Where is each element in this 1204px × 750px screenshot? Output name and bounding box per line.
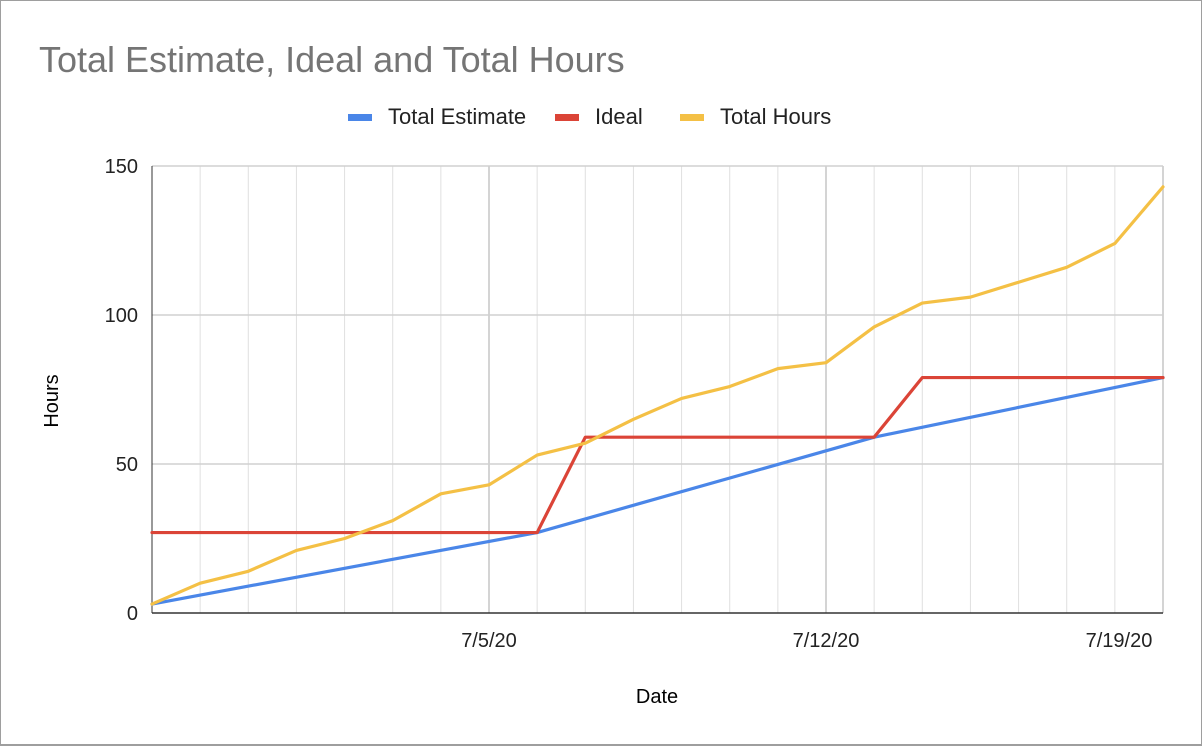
legend-label-total-estimate: Total Estimate [388,104,526,129]
legend-swatch-total-hours [680,114,704,121]
y-axis-title: Hours [41,374,63,427]
x-tick-label: 7/12/20 [793,630,860,652]
series-line-ideal [150,375,1165,535]
chart-title: Total Estimate, Ideal and Total Hours [39,39,625,80]
grid [151,165,1164,614]
x-axis-title: Date [636,686,678,708]
y-tick-label: 50 [116,454,138,476]
axis-ticks: 0 50 100 150 7/5/20 7/12/20 7/19/20 [105,156,1153,652]
legend-swatch-total-estimate [348,114,372,121]
series-line-total-estimate [150,375,1165,606]
y-tick-label: 100 [105,305,138,327]
x-tick-label: 7/19/20 [1086,630,1153,652]
y-tick-label: 0 [127,603,138,625]
y-tick-label: 150 [105,156,138,178]
x-tick-label: 7/5/20 [461,630,517,652]
legend: Total Estimate Ideal Total Hours [348,104,831,129]
series-lines [150,185,1165,606]
series-line-total-hours [150,185,1165,606]
legend-label-ideal: Ideal [595,104,643,129]
legend-swatch-ideal [555,114,579,121]
legend-label-total-hours: Total Hours [720,104,831,129]
